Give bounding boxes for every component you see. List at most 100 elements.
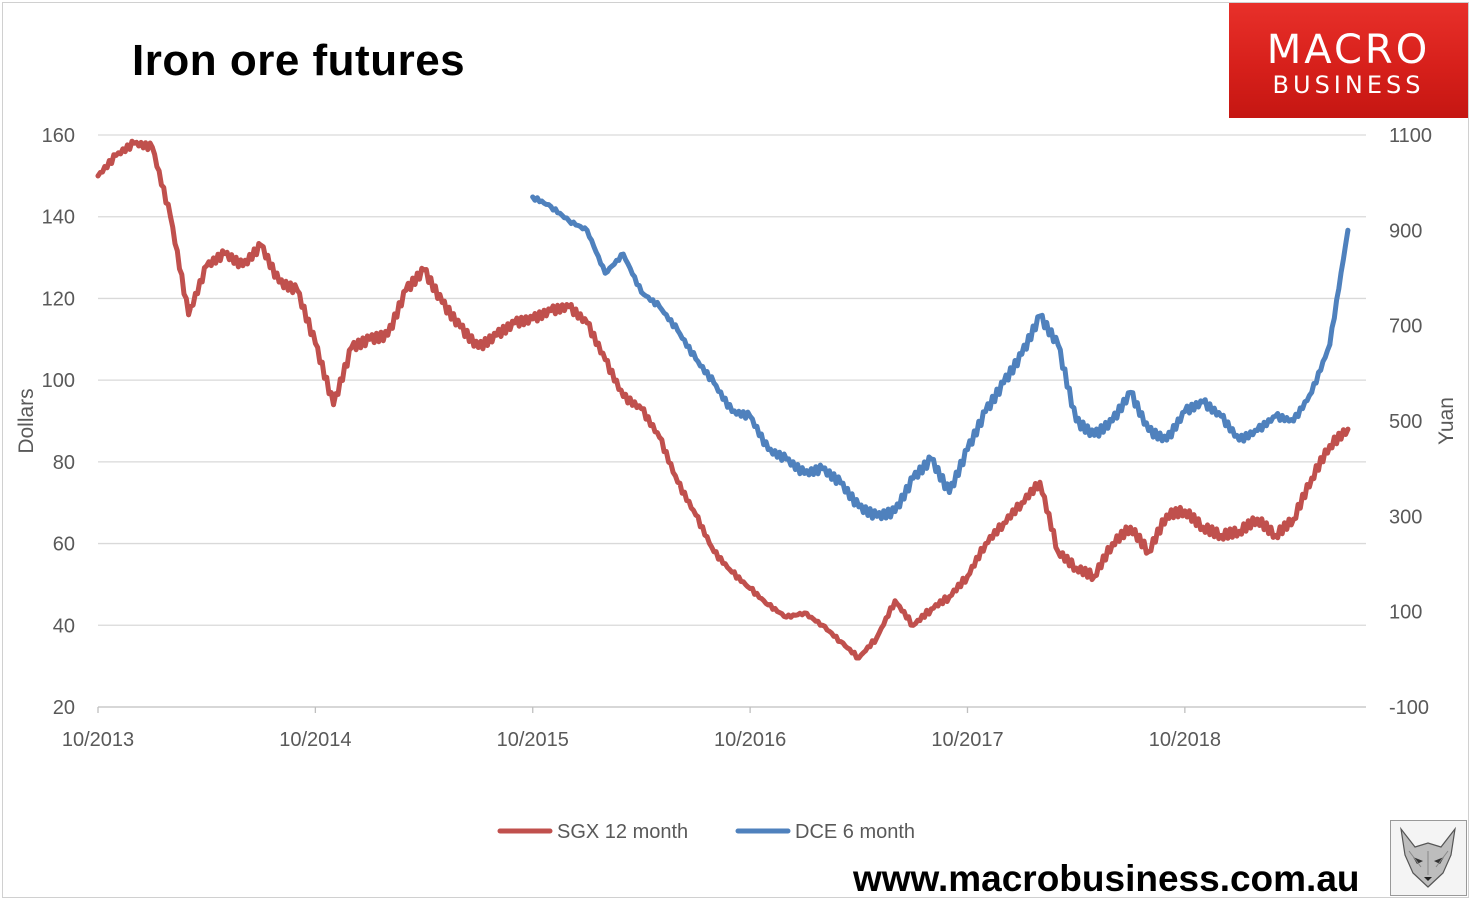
data-point-dce bbox=[983, 409, 988, 414]
data-point-sgx bbox=[783, 614, 789, 620]
x-tick-label: 10/2017 bbox=[931, 729, 1003, 751]
data-point-sgx bbox=[729, 569, 735, 575]
data-point-dce bbox=[639, 289, 644, 295]
data-point-sgx bbox=[149, 144, 155, 150]
data-point-sgx bbox=[983, 541, 988, 546]
gridlines bbox=[98, 134, 1366, 626]
data-point-sgx bbox=[1236, 528, 1242, 534]
x-tick-label: 10/2013 bbox=[62, 729, 134, 751]
data-point-sgx bbox=[1291, 516, 1296, 522]
right-axis-ticks: -100 100 300 500 700 900 1100 bbox=[1389, 125, 1432, 719]
data-point-dce bbox=[838, 480, 844, 486]
left-tick-label: 140 bbox=[42, 207, 75, 229]
data-point-sgx bbox=[530, 316, 536, 322]
x-tick-label: 10/2015 bbox=[497, 729, 569, 751]
data-point-dce bbox=[729, 409, 735, 414]
data-point-sgx bbox=[1327, 443, 1333, 448]
data-point-dce bbox=[1146, 428, 1151, 433]
data-point-sgx bbox=[928, 606, 934, 612]
data-point-sgx bbox=[566, 304, 572, 309]
data-point-sgx bbox=[1001, 520, 1007, 526]
data-point-sgx bbox=[276, 279, 282, 285]
data-point-dce bbox=[1001, 380, 1007, 386]
data-point-dce bbox=[910, 475, 916, 481]
data-point-dce bbox=[1037, 313, 1043, 319]
data-point-sgx bbox=[1254, 516, 1260, 522]
data-point-sgx bbox=[1146, 549, 1151, 555]
left-axis-title: Dollars bbox=[15, 388, 38, 453]
legend: SGX 12 month DCE 6 month bbox=[497, 821, 915, 843]
data-point-sgx bbox=[693, 512, 699, 518]
data-point-sgx bbox=[602, 357, 608, 363]
data-point-dce bbox=[711, 380, 717, 386]
data-point-sgx bbox=[113, 153, 119, 158]
data-point-dce bbox=[1019, 351, 1025, 357]
data-point-dce bbox=[657, 304, 662, 309]
data-point-dce bbox=[548, 204, 554, 209]
right-tick-label: 900 bbox=[1389, 220, 1422, 242]
data-point-sgx bbox=[294, 287, 300, 293]
data-point-sgx bbox=[1309, 475, 1315, 481]
data-point-sgx bbox=[620, 394, 626, 399]
website-url: www.macrobusiness.com.au bbox=[853, 858, 1360, 899]
data-point-sgx bbox=[1073, 565, 1079, 571]
data-point-sgx bbox=[1200, 524, 1206, 530]
data-point-dce bbox=[1073, 418, 1079, 424]
data-point-sgx bbox=[457, 324, 463, 330]
data-point-dce bbox=[928, 456, 934, 462]
data-point-dce bbox=[747, 413, 753, 419]
data-point-dce bbox=[1327, 342, 1333, 348]
x-axis-ticks: 10/2013 10/2014 10/2015 10/2016 10/2017 10/20… bbox=[62, 707, 1221, 751]
right-tick-label: -100 bbox=[1389, 697, 1429, 719]
right-axis-title: Yuan bbox=[1435, 397, 1458, 445]
legend-label-dce: DCE 6 month bbox=[795, 821, 915, 843]
data-point-sgx bbox=[349, 345, 354, 350]
data-point-sgx bbox=[711, 549, 717, 555]
data-point-sgx bbox=[1110, 541, 1115, 546]
data-point-dce bbox=[856, 504, 862, 510]
data-point-sgx bbox=[965, 573, 970, 579]
data-point-dce bbox=[874, 513, 880, 519]
data-point-sgx bbox=[910, 622, 916, 628]
x-tick-label: 10/2014 bbox=[279, 729, 351, 751]
logo-line-business: BUSINESS bbox=[1272, 71, 1425, 99]
data-point-sgx bbox=[675, 479, 681, 485]
left-axis-ticks: 20 40 60 80 100 120 140 160 bbox=[42, 125, 75, 719]
data-point-dce bbox=[1200, 399, 1206, 405]
data-point-dce bbox=[1055, 342, 1061, 348]
right-tick-label: 700 bbox=[1389, 316, 1422, 338]
right-tick-label: 500 bbox=[1389, 411, 1422, 433]
logo-line-macro: MACRO bbox=[1266, 27, 1431, 73]
data-point-sgx bbox=[367, 336, 373, 342]
left-tick-label: 20 bbox=[53, 697, 75, 719]
data-point-dce bbox=[765, 447, 771, 452]
x-tick-label: 10/2016 bbox=[714, 729, 786, 751]
data-point-sgx bbox=[947, 594, 952, 600]
data-point-sgx bbox=[1218, 533, 1224, 538]
chart-title: Iron ore futures bbox=[132, 36, 466, 85]
data-point-dce bbox=[965, 447, 970, 452]
data-point-sgx bbox=[1273, 533, 1278, 538]
data-point-sgx bbox=[802, 610, 807, 616]
data-point-dce bbox=[1273, 413, 1278, 419]
series-line-sgx bbox=[95, 138, 1351, 661]
data-point-dce bbox=[820, 466, 825, 472]
data-point-dce bbox=[1110, 418, 1115, 424]
data-point-sgx bbox=[639, 406, 644, 412]
fox-mascot-image bbox=[1390, 820, 1467, 896]
data-point-sgx bbox=[747, 586, 753, 591]
data-point-sgx bbox=[331, 402, 336, 408]
data-point-sgx bbox=[820, 622, 825, 628]
left-tick-label: 160 bbox=[42, 125, 75, 147]
data-point-sgx bbox=[838, 639, 844, 644]
legend-label-sgx: SGX 12 month bbox=[557, 821, 688, 843]
data-point-dce bbox=[620, 251, 626, 257]
data-point-dce bbox=[602, 270, 608, 276]
data-point-dce bbox=[1345, 227, 1351, 233]
data-point-sgx bbox=[874, 635, 880, 640]
data-point-dce bbox=[1309, 390, 1315, 395]
data-point-sgx bbox=[204, 263, 210, 269]
data-point-dce bbox=[1164, 437, 1170, 443]
